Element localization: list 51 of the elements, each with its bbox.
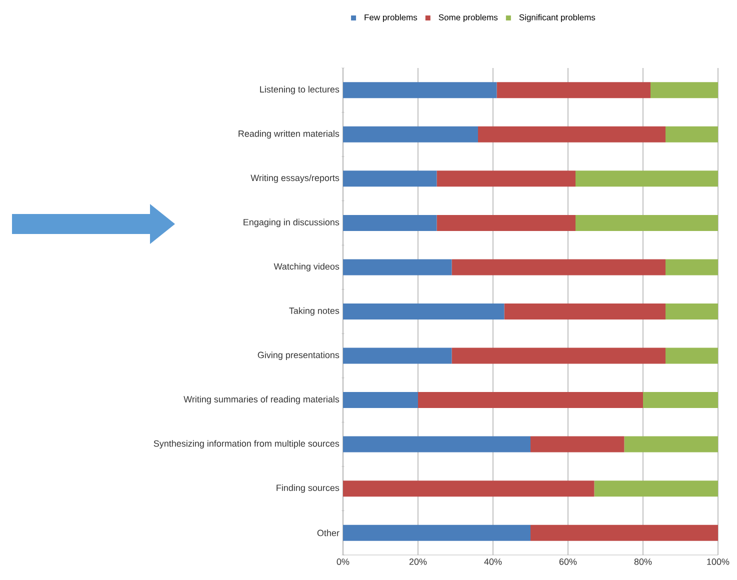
bar [343,259,452,276]
bar [343,436,530,452]
y-tick-label: Reading written materials [238,130,340,139]
bar [504,303,666,320]
bar [343,524,530,541]
bar [452,348,666,364]
x-tick-label: 20% [409,558,427,565]
x-tick-label: 100% [707,558,730,565]
x-tick-label: 0% [336,558,350,565]
bar [530,524,718,541]
bar [343,214,437,231]
bar [530,436,624,452]
legend-label: Some problems [438,14,498,22]
y-tick-label: Writing essays/reports [250,174,340,183]
bar [666,303,718,320]
bar [666,348,718,364]
y-tick-label: Watching videos [274,263,340,272]
x-tick-label: 40% [484,558,502,565]
bar [594,480,718,497]
x-tick-label: 80% [634,558,652,565]
bar [343,303,504,320]
legend-label: Significant problems [519,14,596,22]
bar [343,348,452,364]
bar [666,126,718,142]
y-tick-label: Writing summaries of reading materials [184,396,340,404]
bar [436,170,576,187]
bar [576,170,718,187]
bar [478,126,666,142]
y-tick-label: Finding sources [276,484,340,493]
bar [624,436,718,452]
x-tick-label: 60% [559,558,577,565]
legend-label: Few problems [364,14,418,22]
bar [436,214,576,231]
bar [650,82,718,98]
bar [343,82,497,98]
y-tick-label: Taking notes [289,307,340,316]
bar [343,170,437,187]
y-tick-label: Giving presentations [258,352,340,360]
bar [343,392,418,408]
bar [452,259,666,276]
y-tick-label: Other [317,530,340,536]
bar [666,259,718,276]
bar [418,392,643,408]
y-tick-label: Synthesizing information from multiple sources [154,440,340,449]
y-tick-label: Listening to lectures [260,86,340,94]
bar [643,392,718,408]
bar [576,214,718,231]
bar [496,82,650,98]
bar [343,126,478,142]
y-tick-label: Engaging in discussions [244,218,340,228]
bar [343,480,594,497]
